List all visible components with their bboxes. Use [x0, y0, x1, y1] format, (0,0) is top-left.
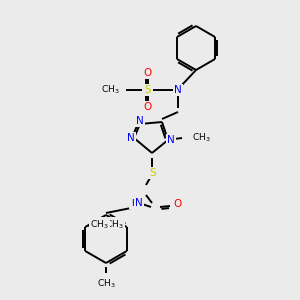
Text: CH$_3$: CH$_3$ [105, 219, 124, 231]
Text: O: O [173, 199, 181, 209]
Text: S: S [145, 85, 151, 95]
Text: CH$_3$: CH$_3$ [101, 84, 120, 96]
Text: S: S [150, 168, 156, 178]
Text: H: H [130, 199, 137, 208]
Text: CH$_3$: CH$_3$ [90, 219, 109, 231]
Text: N: N [136, 116, 144, 126]
Text: CH$_3$: CH$_3$ [192, 132, 211, 144]
Text: N: N [174, 85, 182, 95]
Text: N: N [135, 198, 143, 208]
Text: N: N [127, 133, 135, 143]
Text: O: O [144, 68, 152, 78]
Text: N: N [167, 135, 175, 145]
Text: CH$_3$: CH$_3$ [97, 278, 115, 290]
Text: O: O [144, 102, 152, 112]
